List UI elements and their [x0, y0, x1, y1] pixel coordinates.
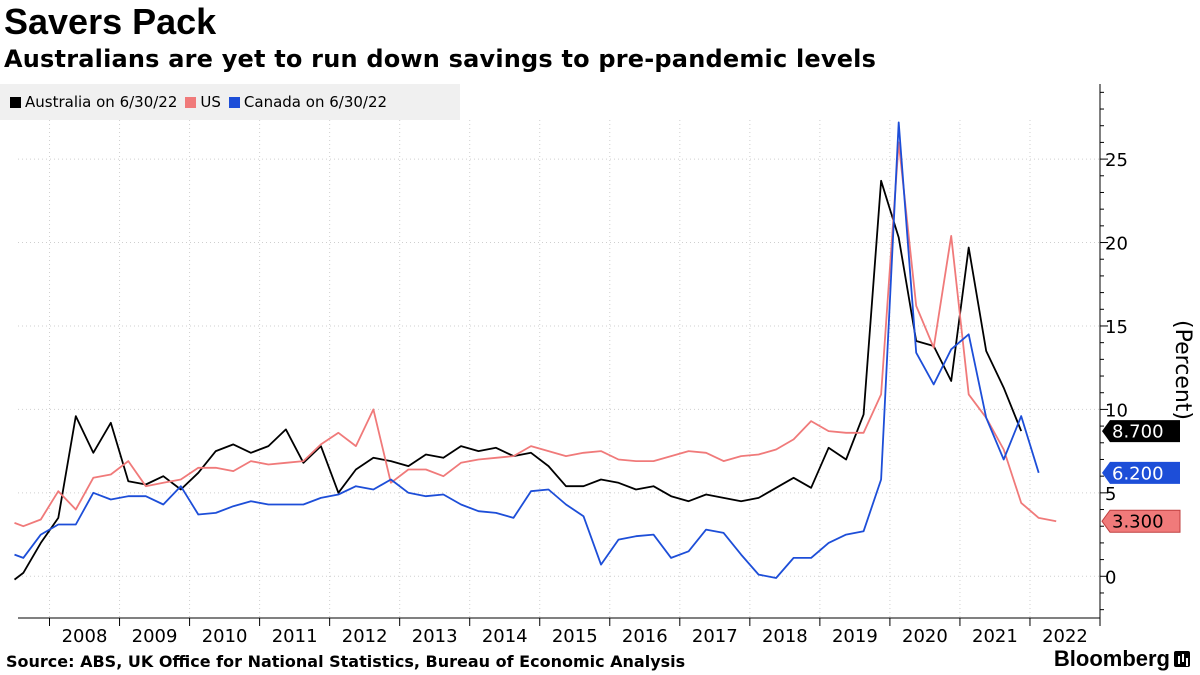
- x-tick-label: 2008: [62, 626, 108, 647]
- x-tick-label: 2017: [692, 626, 738, 647]
- legend-swatch-us: [185, 96, 197, 108]
- series-line-2: [14, 121, 1040, 579]
- x-tick-label: 2009: [132, 626, 178, 647]
- series-line-1: [14, 141, 1057, 528]
- x-tick-label: 2019: [832, 626, 878, 647]
- chart-subtitle: Australians are yet to run down savings …: [4, 45, 877, 73]
- y-tick-label: 10: [1105, 400, 1128, 421]
- chart-end-labels: 8.700 3.300 6.200: [1101, 420, 1181, 533]
- x-tick-label: 2021: [972, 626, 1018, 647]
- end-label-tag-1: [1101, 509, 1181, 533]
- y-tick-label: 15: [1105, 317, 1128, 338]
- x-tick-label: 2012: [342, 626, 388, 647]
- legend-swatch-canada: [228, 96, 240, 108]
- chart-title: Savers Pack: [4, 1, 217, 42]
- legend-item-canada[interactable]: Canada on 6/30/22: [228, 93, 388, 111]
- bloomberg-logo: Bloomberg: [1054, 646, 1190, 672]
- series-line-0: [13, 179, 1023, 581]
- y-tick-label: 20: [1105, 234, 1128, 255]
- legend-label-australia: Australia on 6/30/22: [25, 93, 178, 111]
- y-tick-label: 5: [1105, 484, 1116, 505]
- brand-name: Bloomberg: [1053, 646, 1170, 671]
- x-tick-label: 2015: [552, 626, 598, 647]
- legend-swatch-australia: [10, 96, 21, 108]
- legend-label-us: US: [200, 93, 221, 111]
- chart-axes: 0 5 10 15 20 25 2008 2009 2010 2011 2012 2013 2014 20…: [18, 84, 1128, 647]
- end-label-0: 8.700: [1112, 422, 1164, 443]
- end-label-tag-0: [1102, 420, 1180, 443]
- chart-legend: Australia on 6/30/22 US Canada on 6/30/2…: [0, 84, 460, 120]
- x-tick-label: 2016: [622, 626, 668, 647]
- end-label-1: 3.300: [1112, 512, 1164, 533]
- end-label-tag-2: [1102, 461, 1180, 484]
- x-tick-label: 2013: [412, 626, 458, 647]
- x-tick-label: 2011: [272, 626, 318, 647]
- x-tick-label: 2018: [762, 626, 808, 647]
- x-tick-label: 2022: [1042, 626, 1088, 647]
- bloomberg-chart-icon: [1174, 651, 1190, 667]
- y-axis-label: (Percent): [1170, 320, 1195, 420]
- legend-label-canada: Canada on 6/30/22: [243, 93, 388, 111]
- legend-item-us[interactable]: US: [185, 93, 221, 111]
- x-tick-label: 2014: [482, 626, 528, 647]
- end-label-2: 6.200: [1112, 463, 1164, 484]
- legend-item-australia[interactable]: Australia on 6/30/22: [10, 93, 177, 111]
- chart-series-lines: [13, 121, 1057, 581]
- y-tick-label: 25: [1105, 150, 1128, 171]
- x-tick-label: 2020: [902, 626, 948, 647]
- chart-grid: [18, 120, 1101, 618]
- y-tick-label: 0: [1105, 567, 1116, 588]
- x-tick-label: 2010: [202, 626, 248, 647]
- source-note: Source: ABS, UK Office for National Stat…: [6, 652, 686, 671]
